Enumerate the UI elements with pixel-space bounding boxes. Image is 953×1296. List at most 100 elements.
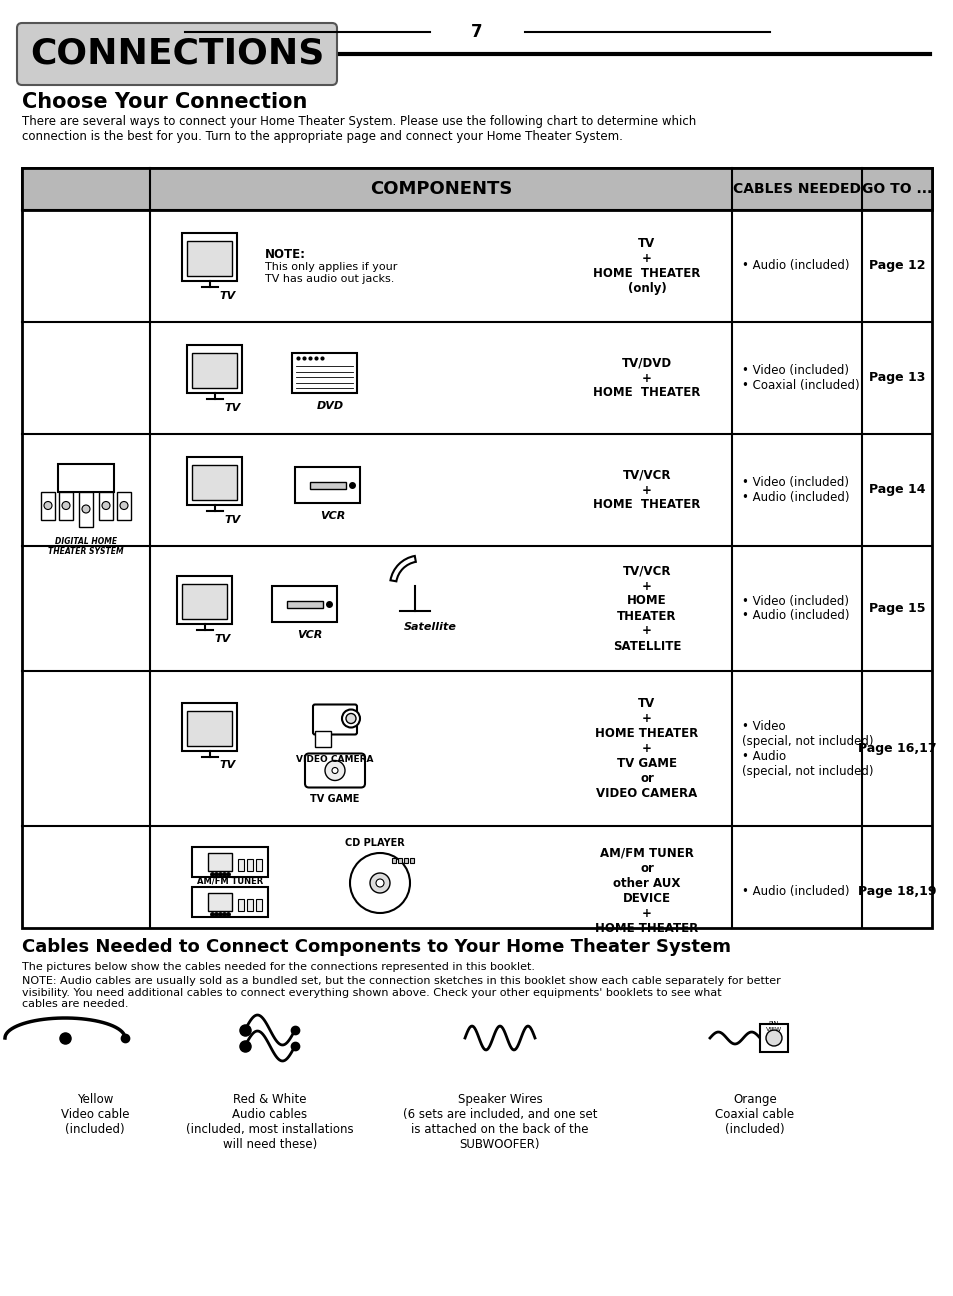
Bar [59, 491, 73, 520]
Bar [293, 353, 357, 393]
Text: VCR: VCR [297, 630, 322, 639]
Text: Cables Needed to Connect Components to Your Home Theater System: Cables Needed to Connect Components to Y… [22, 938, 730, 956]
Circle shape [82, 505, 90, 513]
Bar [188, 710, 233, 745]
Bar [273, 586, 337, 622]
Circle shape [370, 874, 390, 893]
Bar [208, 853, 232, 871]
Bar [177, 575, 233, 623]
Text: DIGITAL HOME
THEATER SYSTEM: DIGITAL HOME THEATER SYSTEM [49, 537, 124, 556]
Bar [247, 899, 253, 911]
Text: • Video (included)
• Coaxial (included): • Video (included) • Coaxial (included) [741, 364, 859, 391]
Text: There are several ways to connect your Home Theater System. Please use the follo: There are several ways to connect your H… [22, 115, 696, 143]
Bar [22, 168, 931, 928]
Bar [237, 859, 244, 871]
Bar [310, 482, 346, 489]
Bar [760, 1024, 787, 1052]
Text: • Video
(special, not included)
• Audio
(special, not included): • Video (special, not included) • Audio … [741, 719, 873, 778]
Bar [188, 241, 233, 276]
Bar [182, 702, 237, 750]
Text: Page 13: Page 13 [868, 372, 924, 385]
Text: Page 14: Page 14 [868, 483, 924, 496]
Bar [192, 848, 268, 877]
Circle shape [44, 502, 52, 509]
Text: Page 15: Page 15 [868, 603, 924, 616]
Text: Orange
Coaxial cable
(included): Orange Coaxial cable (included) [715, 1093, 794, 1137]
Circle shape [325, 761, 345, 780]
Text: • Video (included)
• Audio (included): • Video (included) • Audio (included) [741, 476, 848, 504]
Text: TV: TV [214, 634, 231, 644]
Bar [193, 465, 237, 500]
Bar [117, 491, 131, 520]
Text: CABLES NEEDED: CABLES NEEDED [732, 181, 861, 196]
Circle shape [765, 1030, 781, 1046]
Text: TV: TV [224, 403, 240, 413]
Text: NOTE: Audio cables are usually sold as a bundled set, but the connection sketche: NOTE: Audio cables are usually sold as a… [22, 976, 780, 1010]
Text: • Video (included)
• Audio (included): • Video (included) • Audio (included) [741, 595, 848, 622]
Text: CONNECTIONS: CONNECTIONS [30, 38, 324, 71]
Bar [255, 859, 262, 871]
Text: COMPONENTS: COMPONENTS [370, 180, 512, 198]
Bar [192, 886, 268, 918]
Text: CD PLAYER: CD PLAYER [345, 839, 404, 848]
Circle shape [120, 502, 128, 509]
Bar [99, 491, 112, 520]
Text: VIDEO CAMERA: VIDEO CAMERA [296, 754, 374, 763]
Circle shape [341, 709, 359, 727]
Bar [237, 899, 244, 911]
Circle shape [62, 502, 70, 509]
Circle shape [102, 502, 110, 509]
Text: TV
+
HOME  THEATER
(only): TV + HOME THEATER (only) [593, 237, 700, 295]
Wedge shape [390, 556, 416, 582]
Bar [182, 583, 227, 618]
Text: This only applies if your
TV has audio out jacks.: This only applies if your TV has audio o… [265, 262, 397, 284]
Bar [58, 464, 113, 491]
Text: AM/FM TUNER: AM/FM TUNER [196, 876, 263, 885]
Bar [410, 858, 414, 863]
Text: 7: 7 [471, 23, 482, 41]
Text: Page 18,19: Page 18,19 [857, 884, 935, 898]
Text: PIN
VIEW: PIN VIEW [765, 1021, 781, 1032]
Text: Page 12: Page 12 [868, 259, 924, 272]
Bar [208, 893, 232, 911]
Bar [188, 457, 242, 505]
Text: • Audio (included): • Audio (included) [741, 884, 848, 898]
Text: VCR: VCR [320, 511, 345, 521]
Bar [79, 491, 92, 526]
Bar [22, 168, 931, 210]
Circle shape [350, 853, 410, 912]
Text: TV/VCR
+
HOME
THEATER
+
SATELLITE: TV/VCR + HOME THEATER + SATELLITE [612, 565, 680, 652]
Circle shape [375, 879, 384, 886]
FancyBboxPatch shape [305, 753, 365, 788]
FancyBboxPatch shape [17, 23, 336, 86]
Bar [188, 345, 242, 393]
Bar [314, 731, 331, 746]
Text: NOTE:: NOTE: [265, 248, 306, 260]
FancyBboxPatch shape [313, 705, 356, 735]
Bar [295, 467, 360, 503]
Text: Satellite: Satellite [403, 622, 456, 632]
Text: TV: TV [219, 761, 235, 771]
Text: TV/VCR
+
HOME  THEATER: TV/VCR + HOME THEATER [593, 468, 700, 512]
Bar [193, 353, 237, 388]
Text: AM/FM TUNER
or
other AUX
DEVICE
+
HOME THEATER: AM/FM TUNER or other AUX DEVICE + HOME T… [595, 848, 698, 934]
Text: Page 16,17: Page 16,17 [857, 743, 935, 756]
Circle shape [332, 767, 337, 774]
Text: TV GAME: TV GAME [310, 794, 359, 805]
Bar [41, 491, 55, 520]
Bar [392, 858, 395, 863]
Text: • Audio (included): • Audio (included) [741, 259, 848, 272]
Bar [247, 859, 253, 871]
Text: TV: TV [219, 292, 235, 301]
Bar [22, 168, 931, 210]
Text: TV/DVD
+
HOME  THEATER: TV/DVD + HOME THEATER [593, 356, 700, 399]
Bar [397, 858, 401, 863]
Text: The pictures below show the cables needed for the connections represented in thi: The pictures below show the cables neede… [22, 962, 535, 972]
Text: Yellow
Video cable
(included): Yellow Video cable (included) [61, 1093, 129, 1137]
Text: GO TO ...: GO TO ... [861, 181, 931, 196]
Text: DVD: DVD [316, 400, 343, 411]
Text: Speaker Wires
(6 sets are included, and one set
is attached on the back of the
S: Speaker Wires (6 sets are included, and … [402, 1093, 597, 1151]
Bar [403, 858, 408, 863]
Bar [287, 600, 323, 608]
Circle shape [346, 714, 355, 723]
